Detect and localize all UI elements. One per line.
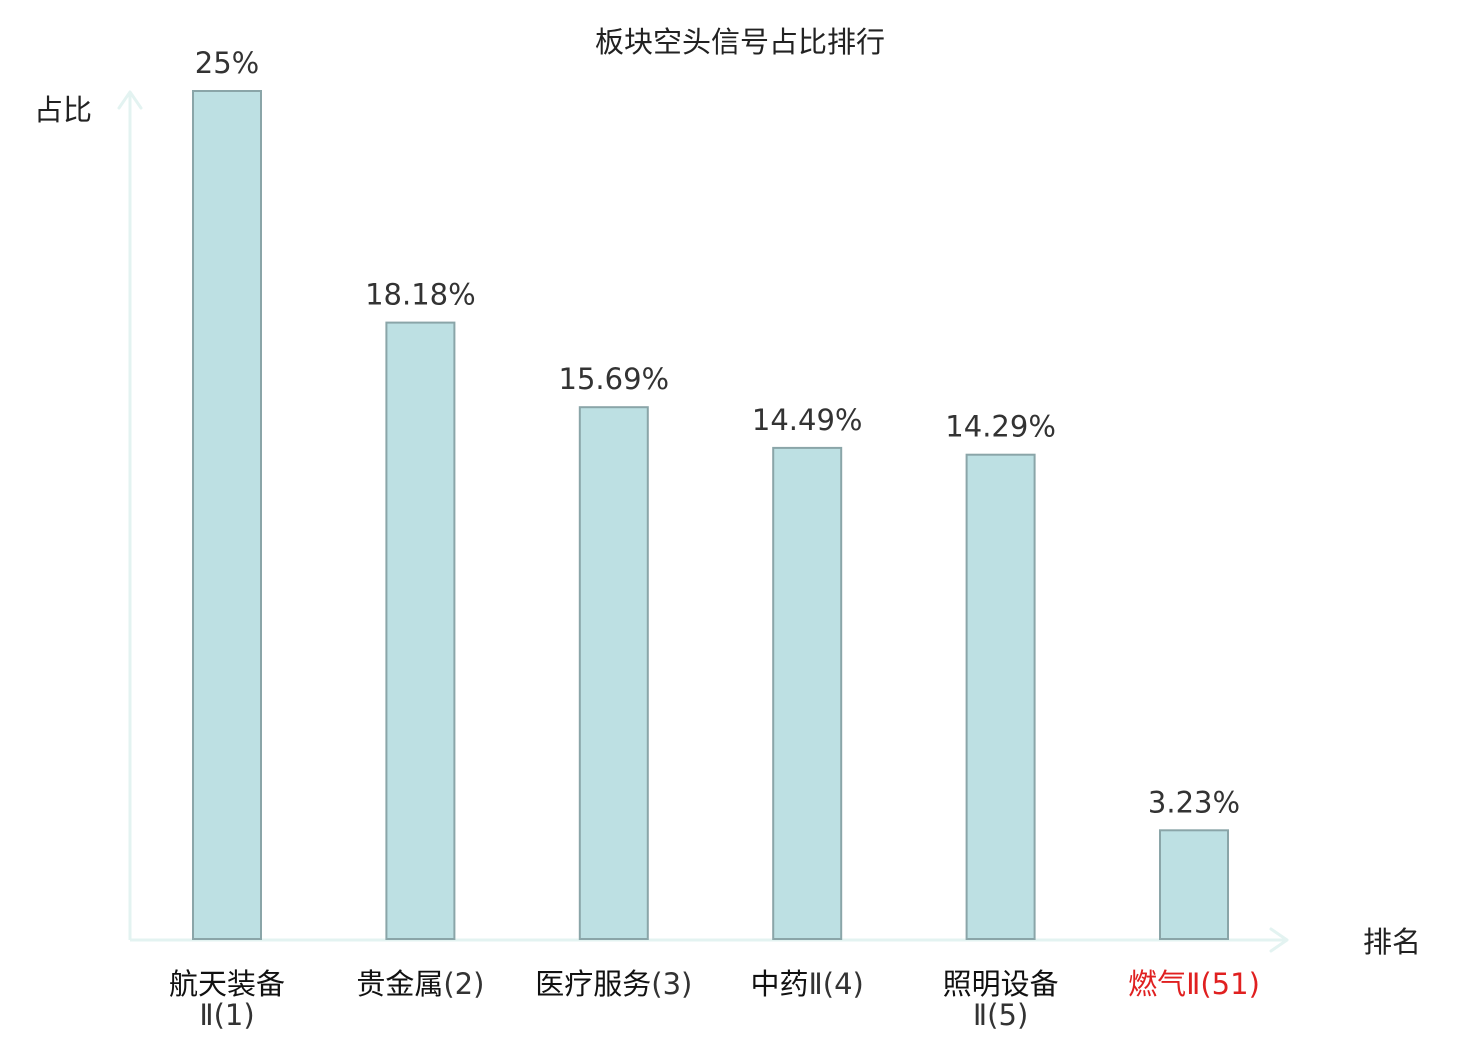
category-rank: Ⅱ(5): [973, 998, 1028, 1032]
category-rank: Ⅱ(4): [809, 967, 864, 1001]
value-label: 18.18%: [365, 278, 476, 312]
bars: [192, 90, 1229, 941]
category-name: 中药: [751, 967, 809, 1001]
value-label: 15.69%: [559, 362, 670, 396]
value-label: 14.49%: [752, 403, 863, 437]
y-axis-title: 占比: [34, 93, 92, 127]
bar: [578, 406, 649, 940]
x-axis-title: 排名: [1363, 925, 1421, 959]
bar: [385, 321, 456, 941]
category-label: 医疗服务(3): [535, 967, 692, 1001]
category-rank: (2): [443, 967, 484, 1001]
category-rank: Ⅱ(1): [199, 998, 254, 1032]
category-label: 燃气Ⅱ(51): [1128, 967, 1260, 1001]
bar: [1159, 829, 1229, 940]
bar: [965, 453, 1036, 940]
category-label: 中药Ⅱ(4): [751, 967, 864, 1001]
category-rank: (3): [651, 967, 692, 1001]
value-label: 25%: [195, 46, 259, 80]
category-label: 航天装备: [169, 967, 285, 1001]
value-label: 14.29%: [945, 410, 1056, 444]
chart-title: 板块空头信号占比排行: [595, 25, 885, 59]
category-name: 燃气: [1128, 967, 1186, 1001]
x-axis: 排名: [130, 925, 1421, 959]
category-label: 贵金属(2): [356, 967, 484, 1001]
category-name: 医疗服务: [535, 967, 651, 1001]
value-label: 3.23%: [1148, 785, 1240, 819]
y-axis-arrow: [117, 90, 143, 110]
y-axis: 占比: [34, 90, 143, 940]
bar: [772, 446, 843, 940]
bar: [192, 90, 262, 940]
category-name: 贵金属: [356, 967, 443, 1001]
x-axis-arrow: [1269, 927, 1289, 953]
category-rank: Ⅱ(51): [1186, 967, 1260, 1001]
category-label: 照明设备: [943, 967, 1059, 1001]
value-labels: 25% 18.18% 15.69% 14.49% 14.29% 3.23%: [195, 46, 1240, 819]
